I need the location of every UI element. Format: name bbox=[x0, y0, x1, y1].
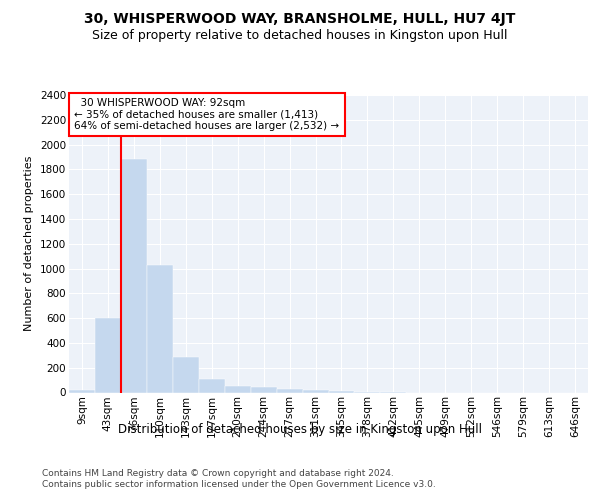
Bar bbox=[302, 390, 329, 392]
Bar bbox=[225, 386, 251, 392]
Bar bbox=[277, 389, 302, 392]
Bar bbox=[95, 318, 121, 392]
Text: Distribution of detached houses by size in Kingston upon Hull: Distribution of detached houses by size … bbox=[118, 422, 482, 436]
Text: 30, WHISPERWOOD WAY, BRANSHOLME, HULL, HU7 4JT: 30, WHISPERWOOD WAY, BRANSHOLME, HULL, H… bbox=[85, 12, 515, 26]
Bar bbox=[147, 265, 173, 392]
Bar bbox=[121, 160, 147, 392]
Text: Contains public sector information licensed under the Open Government Licence v3: Contains public sector information licen… bbox=[42, 480, 436, 489]
Bar bbox=[251, 387, 277, 392]
Text: 30 WHISPERWOOD WAY: 92sqm
← 35% of detached houses are smaller (1,413)
64% of se: 30 WHISPERWOOD WAY: 92sqm ← 35% of detac… bbox=[74, 98, 340, 131]
Bar bbox=[173, 356, 199, 392]
Bar bbox=[69, 390, 95, 392]
Text: Contains HM Land Registry data © Crown copyright and database right 2024.: Contains HM Land Registry data © Crown c… bbox=[42, 469, 394, 478]
Text: Size of property relative to detached houses in Kingston upon Hull: Size of property relative to detached ho… bbox=[92, 29, 508, 42]
Bar bbox=[199, 379, 224, 392]
Y-axis label: Number of detached properties: Number of detached properties bbox=[25, 156, 34, 332]
